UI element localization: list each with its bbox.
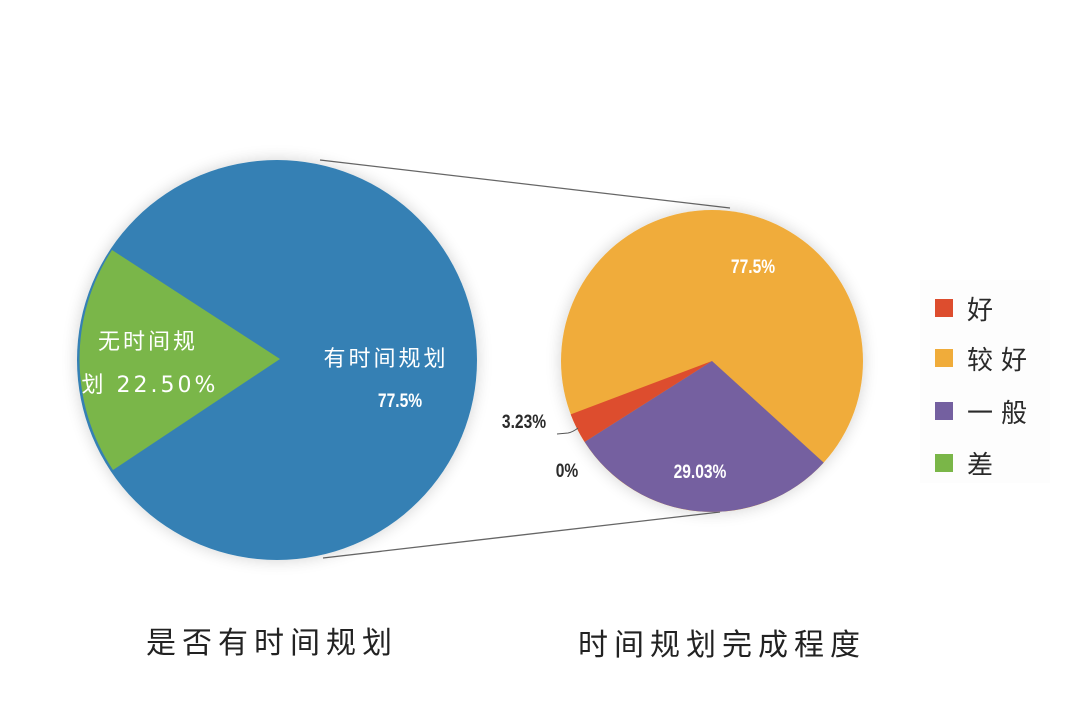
no-plan-label-line2: 划 22.50% (81, 373, 219, 398)
legend-label: 一般 (967, 398, 1036, 429)
poor-value: 0% (555, 461, 579, 482)
leader-line (556, 427, 579, 435)
legend-swatch-icon (935, 454, 953, 472)
average-value: 29.03% (673, 462, 727, 483)
slice-average (584, 361, 824, 512)
right-pie (561, 210, 863, 512)
legend-item-fairly-good: 较好 (935, 345, 1035, 376)
left-pie (77, 160, 477, 560)
left-chart-title: 是否有时间规划 (146, 626, 398, 661)
slice-good (570, 361, 712, 442)
has-plan-label: 有时间规划 (323, 347, 449, 372)
good-value: 3.23% (501, 412, 547, 433)
fairly-good-value: 77.5% (730, 257, 776, 278)
legend-label: 差 (967, 450, 1002, 481)
has-plan-value: 77.5% (377, 391, 423, 412)
slice-no-plan (79, 250, 280, 470)
legend-label: 好 (967, 295, 1002, 326)
legend-item-average: 一般 (935, 398, 1035, 429)
legend-item-poor: 差 (935, 450, 1001, 481)
legend-swatch-icon (935, 349, 953, 367)
legend: 好 较好 一般 差 (920, 280, 1050, 483)
right-chart-title: 时间规划完成程度 (578, 628, 866, 663)
legend-item-good: 好 (935, 295, 1001, 326)
connector-line-bottom (322, 511, 721, 559)
connector-line-top (319, 159, 731, 209)
legend-label: 较好 (967, 345, 1036, 376)
legend-swatch-icon (935, 402, 953, 420)
no-plan-label-line1: 无时间规 (97, 330, 199, 355)
legend-swatch-icon (935, 299, 953, 317)
